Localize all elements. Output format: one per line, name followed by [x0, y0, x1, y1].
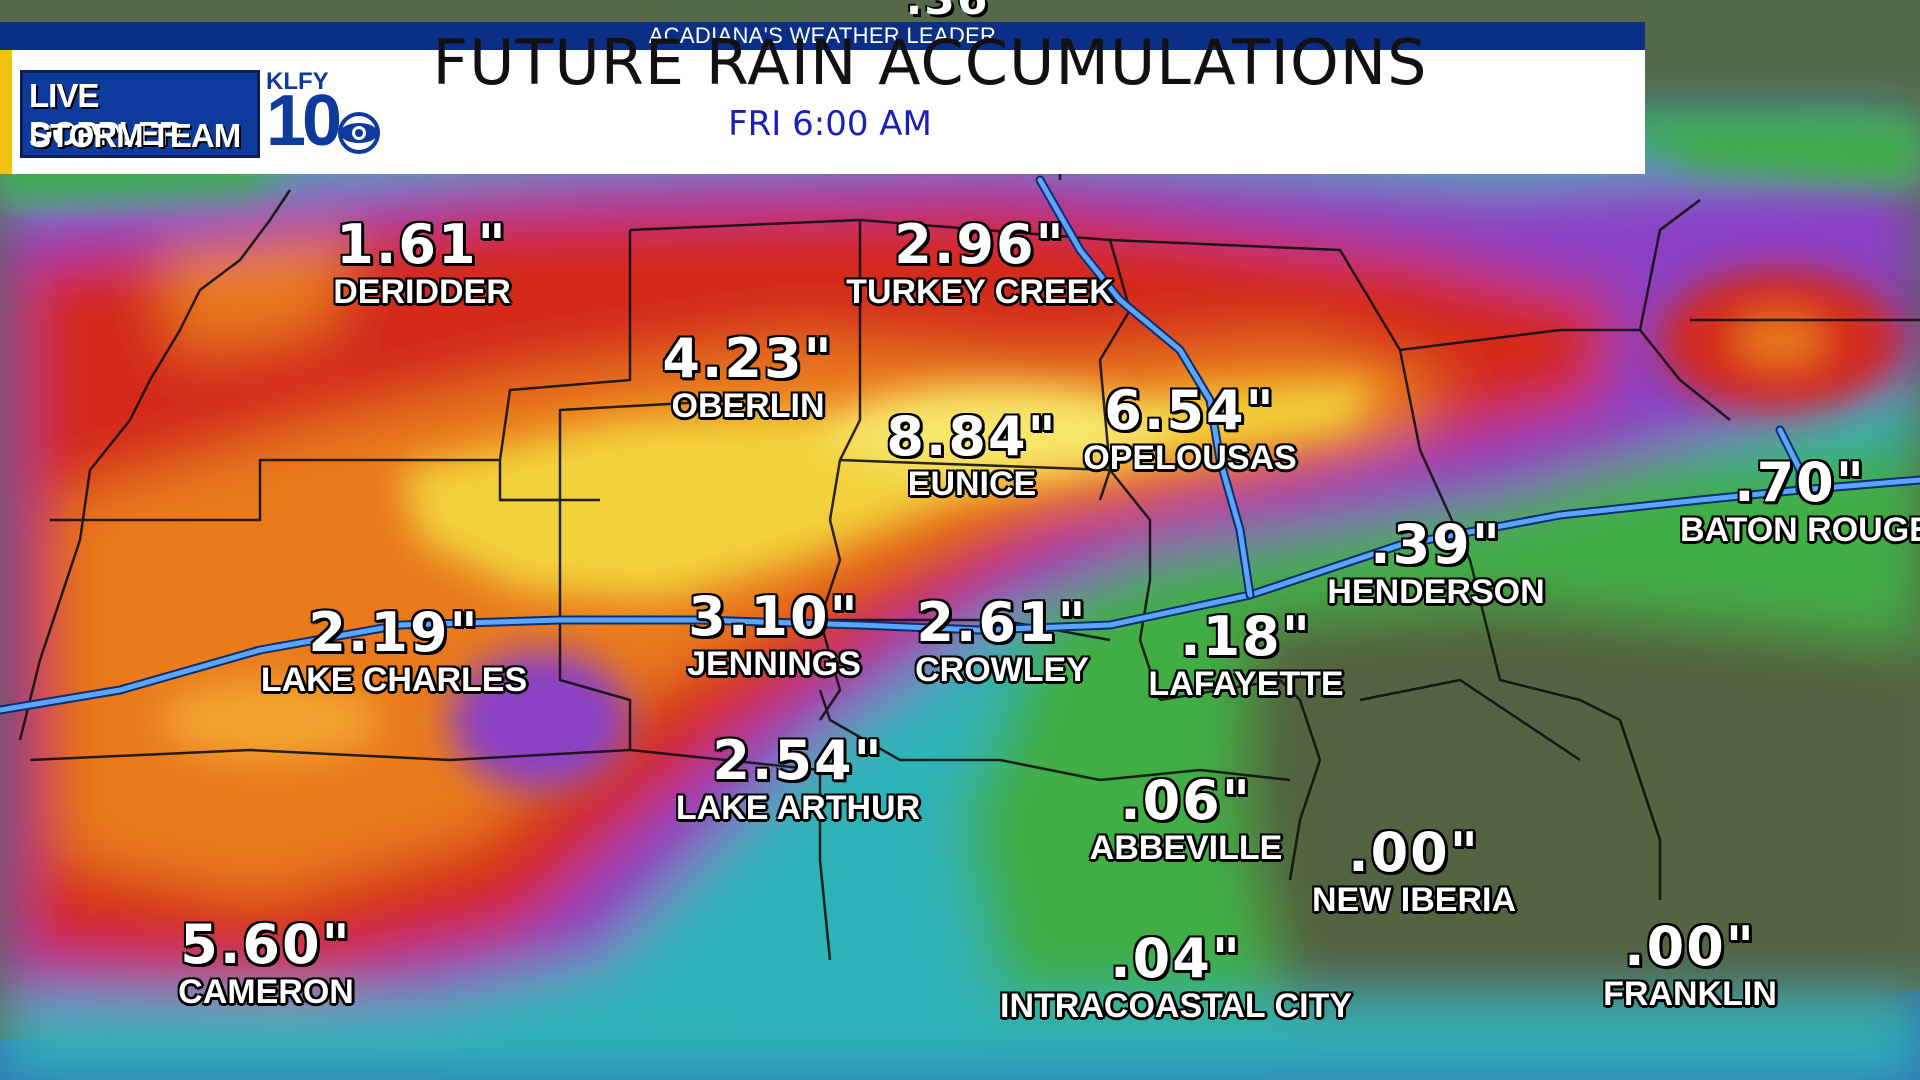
station-logo: LIVE DOPPLER STORM TEAM KLFY 10 [20, 68, 380, 161]
location-label-lake-arthur: 2.54" LAKE ARTHUR [676, 734, 920, 828]
rain-total: .39" [1370, 513, 1502, 576]
city-name: FRANKLIN [1603, 975, 1777, 1013]
rain-total: 2.19" [308, 601, 480, 664]
rain-total: 5.60" [180, 913, 352, 976]
title-panel [0, 50, 1645, 174]
location-label-lafayette: .18" LAFAYETTE [1148, 610, 1343, 704]
rain-total: 1.61" [336, 213, 508, 276]
location-label-opelousas: 6.54" OPELOUSAS [1083, 384, 1296, 478]
logo-line-2: STORM TEAM [29, 117, 241, 154]
city-name: EUNICE [907, 465, 1037, 503]
rain-total: .18" [1180, 605, 1312, 668]
city-name: LAKE ARTHUR [675, 789, 921, 827]
forecast-time: FRI 6:00 AM [728, 104, 932, 144]
location-label-abbeville: .06" ABBEVILLE [1090, 774, 1283, 868]
location-label-baton-rouge: .70" BATON ROUGE [1680, 456, 1920, 550]
rain-field-purple-pocket [450, 650, 630, 790]
tagline: ACADIANA'S WEATHER LEADER [648, 23, 997, 48]
rain-total: .06" [1120, 769, 1252, 832]
city-name: HENDERSON [1327, 573, 1545, 611]
station-callsign: KLFY [266, 68, 329, 95]
location-label-crowley: 2.61" CROWLEY [915, 596, 1089, 690]
accent-bar [0, 50, 12, 174]
location-label-cameron: 5.60" CAMERON [178, 918, 354, 1012]
location-label-deridder: 1.61" DERIDDER [333, 218, 511, 312]
location-label-eunice: 8.84" EUNICE [886, 410, 1057, 504]
storm-team-badge: LIVE DOPPLER STORM TEAM [20, 70, 260, 158]
city-name: CAMERON [178, 973, 354, 1011]
location-label-jennings: 3.10" JENNINGS [687, 590, 861, 684]
rain-total: 6.54" [1104, 379, 1276, 442]
interstate-highways [0, 175, 1920, 715]
location-label-lake-charles: 2.19" LAKE CHARLES [261, 606, 527, 700]
city-name: LAFAYETTE [1148, 665, 1344, 703]
city-name: INTRACOASTAL CITY [1000, 987, 1352, 1025]
city-name: LAKE CHARLES [260, 661, 528, 699]
rain-total: 4.23" [662, 327, 834, 390]
page-title: FUTURE RAIN ACCUMULATIONS [432, 26, 1428, 99]
rain-total: .04" [1110, 927, 1242, 990]
location-label-new-iberia: .00" NEW IBERIA [1312, 826, 1516, 920]
rain-total: .00" [1624, 915, 1756, 978]
location-label-franklin: .00" FRANKLIN [1603, 920, 1777, 1014]
rain-total: .70" [1734, 456, 1866, 514]
rain-total: 2.61" [916, 591, 1088, 654]
rain-field-orange-br-core [1735, 315, 1825, 365]
rain-field-yellow-core [830, 385, 1170, 475]
city-name: OBERLIN [671, 387, 825, 425]
city-name: OPELOUSAS [1083, 439, 1297, 477]
city-name: BATON ROUGE [1680, 511, 1920, 549]
rain-total: 2.54" [712, 729, 884, 792]
channel-number: 10 [266, 81, 342, 161]
location-label-intracoastal-city: .04" INTRACOASTAL CITY [1000, 932, 1352, 1026]
logo-line-1: LIVE DOPPLER [29, 77, 183, 152]
city-name: ABBEVILLE [1089, 829, 1283, 867]
city-name: TURKEY CREEK [846, 273, 1114, 311]
location-label-turkey-creek: 2.96" TURKEY CREEK [846, 218, 1114, 312]
rain-total: 2.96" [894, 213, 1066, 276]
city-name: DERIDDER [333, 273, 511, 311]
rain-field-green-ne [1600, 120, 1920, 190]
network-eye-icon [338, 112, 380, 154]
tagline-strip: ACADIANA'S WEATHER LEADER [0, 22, 1645, 50]
rain-total: 8.84" [886, 405, 1058, 468]
rain-field-land-east [1240, 600, 1920, 1000]
city-name: JENNINGS [687, 645, 861, 683]
city-name: CROWLEY [915, 651, 1089, 689]
header-banner: ACADIANA'S WEATHER LEADER [0, 22, 1645, 174]
rain-field-yellow-west [160, 680, 380, 760]
location-label-henderson: .39" HENDERSON [1327, 518, 1544, 612]
location-label-oberlin: 4.23" OBERLIN [662, 332, 833, 426]
parish-boundaries [18, 120, 1920, 961]
rain-total: .00" [1348, 821, 1480, 884]
partial-top-value-label: .36" [906, 0, 1015, 25]
city-name: NEW IBERIA [1312, 881, 1516, 919]
rain-field-orange-north [160, 230, 360, 350]
rain-total: 3.10" [688, 585, 860, 648]
